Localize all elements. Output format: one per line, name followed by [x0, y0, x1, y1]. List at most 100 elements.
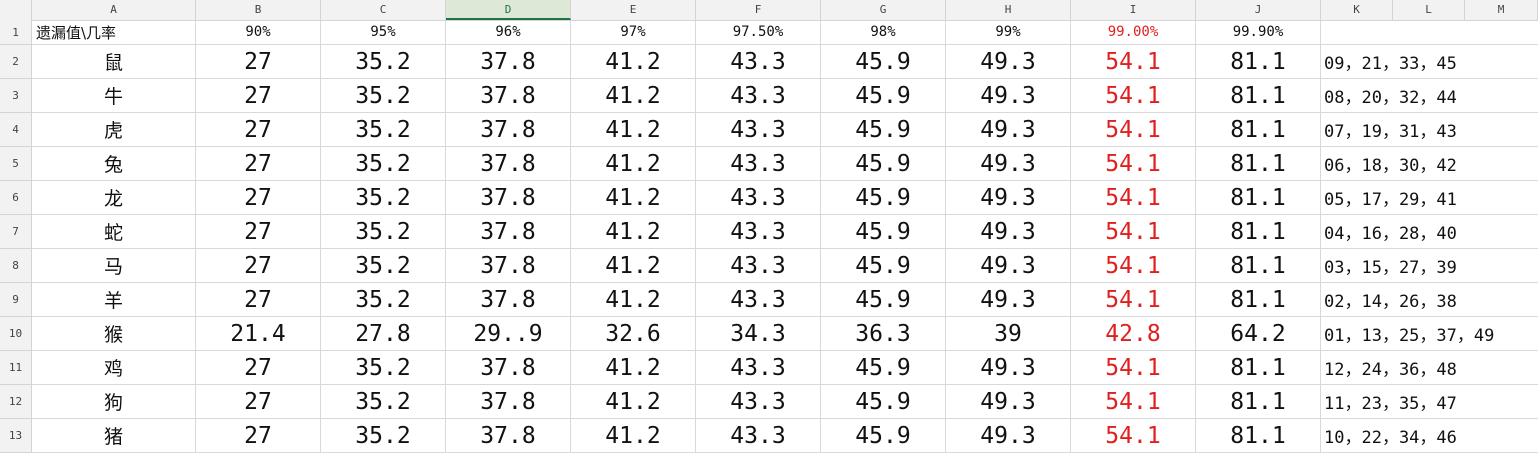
value-cell[interactable]: 81.1: [1196, 419, 1321, 453]
value-cell[interactable]: 54.1: [1071, 79, 1196, 113]
value-cell[interactable]: 41.2: [571, 181, 696, 215]
value-cell[interactable]: 43.3: [696, 385, 821, 419]
row-header[interactable]: 3: [0, 79, 32, 113]
value-cell[interactable]: 27: [196, 181, 321, 215]
column-header-l[interactable]: L: [1393, 0, 1465, 20]
value-cell[interactable]: 49.3: [946, 283, 1071, 317]
row-header[interactable]: 9: [0, 283, 32, 317]
value-cell[interactable]: 41.2: [571, 79, 696, 113]
header-cell-corner-label[interactable]: 遗漏值\几率: [32, 20, 196, 45]
value-cell[interactable]: 45.9: [821, 79, 946, 113]
value-cell[interactable]: 54.1: [1071, 283, 1196, 317]
value-cell[interactable]: 37.8: [446, 419, 571, 453]
value-cell[interactable]: 37.8: [446, 385, 571, 419]
numbers-cell[interactable]: 09，21，33，45: [1321, 45, 1538, 79]
value-cell[interactable]: 27: [196, 419, 321, 453]
zodiac-cell[interactable]: 狗: [32, 385, 196, 419]
numbers-cell[interactable]: 08，20，32，44: [1321, 79, 1538, 113]
value-cell[interactable]: 54.1: [1071, 385, 1196, 419]
value-cell[interactable]: 35.2: [321, 45, 446, 79]
select-all-corner[interactable]: [0, 0, 32, 20]
value-cell[interactable]: 81.1: [1196, 385, 1321, 419]
value-cell[interactable]: 49.3: [946, 79, 1071, 113]
zodiac-cell[interactable]: 虎: [32, 113, 196, 147]
numbers-cell[interactable]: 05，17，29，41: [1321, 181, 1538, 215]
value-cell[interactable]: 41.2: [571, 385, 696, 419]
column-header-c[interactable]: C: [321, 0, 446, 20]
value-cell[interactable]: 49.3: [946, 385, 1071, 419]
value-cell[interactable]: 45.9: [821, 419, 946, 453]
value-cell[interactable]: 54.1: [1071, 215, 1196, 249]
value-cell[interactable]: 29..9: [446, 317, 571, 351]
value-cell[interactable]: 43.3: [696, 147, 821, 181]
numbers-cell[interactable]: 11，23，35，47: [1321, 385, 1538, 419]
value-cell[interactable]: 27: [196, 113, 321, 147]
value-cell[interactable]: 81.1: [1196, 351, 1321, 385]
value-cell[interactable]: 54.1: [1071, 351, 1196, 385]
column-header-d[interactable]: D: [446, 0, 571, 20]
row-header[interactable]: 6: [0, 181, 32, 215]
header-cell-percent[interactable]: 97.50%: [696, 20, 821, 45]
value-cell[interactable]: 42.8: [1071, 317, 1196, 351]
value-cell[interactable]: 37.8: [446, 79, 571, 113]
header-cell-percent[interactable]: 96%: [446, 20, 571, 45]
value-cell[interactable]: 54.1: [1071, 113, 1196, 147]
value-cell[interactable]: 54.1: [1071, 181, 1196, 215]
value-cell[interactable]: 81.1: [1196, 181, 1321, 215]
value-cell[interactable]: 35.2: [321, 147, 446, 181]
value-cell[interactable]: 37.8: [446, 147, 571, 181]
value-cell[interactable]: 45.9: [821, 147, 946, 181]
value-cell[interactable]: 45.9: [821, 385, 946, 419]
zodiac-cell[interactable]: 蛇: [32, 215, 196, 249]
header-cell-percent[interactable]: 98%: [821, 20, 946, 45]
value-cell[interactable]: 35.2: [321, 385, 446, 419]
numbers-cell[interactable]: 07，19，31，43: [1321, 113, 1538, 147]
value-cell[interactable]: 54.1: [1071, 147, 1196, 181]
value-cell[interactable]: 27: [196, 249, 321, 283]
value-cell[interactable]: 45.9: [821, 351, 946, 385]
value-cell[interactable]: 37.8: [446, 215, 571, 249]
value-cell[interactable]: 41.2: [571, 215, 696, 249]
row-header[interactable]: 8: [0, 249, 32, 283]
value-cell[interactable]: 35.2: [321, 79, 446, 113]
value-cell[interactable]: 54.1: [1071, 419, 1196, 453]
value-cell[interactable]: 37.8: [446, 283, 571, 317]
value-cell[interactable]: 49.3: [946, 249, 1071, 283]
value-cell[interactable]: 27.8: [321, 317, 446, 351]
value-cell[interactable]: 49.3: [946, 45, 1071, 79]
value-cell[interactable]: 54.1: [1071, 249, 1196, 283]
row-header[interactable]: 4: [0, 113, 32, 147]
value-cell[interactable]: 35.2: [321, 419, 446, 453]
value-cell[interactable]: 81.1: [1196, 283, 1321, 317]
value-cell[interactable]: 43.3: [696, 283, 821, 317]
numbers-cell[interactable]: 01，13，25，37，49: [1321, 317, 1538, 351]
value-cell[interactable]: 27: [196, 79, 321, 113]
value-cell[interactable]: 54.1: [1071, 45, 1196, 79]
value-cell[interactable]: 27: [196, 45, 321, 79]
value-cell[interactable]: 37.8: [446, 351, 571, 385]
value-cell[interactable]: 43.3: [696, 419, 821, 453]
column-header-e[interactable]: E: [571, 0, 696, 20]
value-cell[interactable]: 27: [196, 351, 321, 385]
value-cell[interactable]: 37.8: [446, 45, 571, 79]
row-header[interactable]: 11: [0, 351, 32, 385]
value-cell[interactable]: 81.1: [1196, 147, 1321, 181]
value-cell[interactable]: 37.8: [446, 113, 571, 147]
value-cell[interactable]: 64.2: [1196, 317, 1321, 351]
numbers-cell[interactable]: 02，14，26，38: [1321, 283, 1538, 317]
value-cell[interactable]: 35.2: [321, 249, 446, 283]
value-cell[interactable]: 81.1: [1196, 113, 1321, 147]
value-cell[interactable]: 41.2: [571, 249, 696, 283]
value-cell[interactable]: 43.3: [696, 249, 821, 283]
numbers-cell[interactable]: 04，16，28，40: [1321, 215, 1538, 249]
zodiac-cell[interactable]: 鼠: [32, 45, 196, 79]
value-cell[interactable]: 81.1: [1196, 215, 1321, 249]
value-cell[interactable]: 41.2: [571, 419, 696, 453]
header-cell-percent[interactable]: 97%: [571, 20, 696, 45]
value-cell[interactable]: 45.9: [821, 249, 946, 283]
value-cell[interactable]: 49.3: [946, 181, 1071, 215]
header-cell-percent[interactable]: 99.90%: [1196, 20, 1321, 45]
zodiac-cell[interactable]: 羊: [32, 283, 196, 317]
value-cell[interactable]: 49.3: [946, 215, 1071, 249]
column-header-a[interactable]: A: [32, 0, 196, 20]
